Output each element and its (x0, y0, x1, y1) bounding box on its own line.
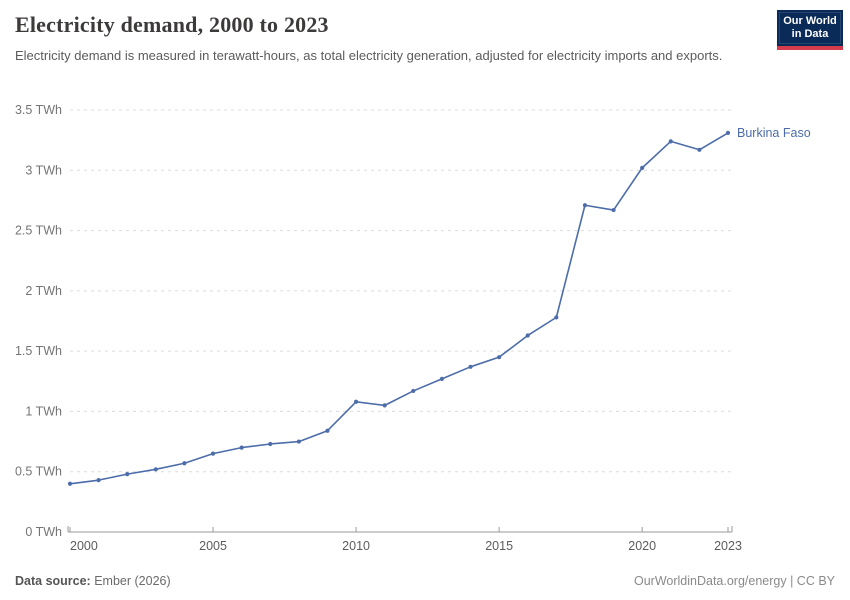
x-tick-label: 2000 (70, 539, 98, 553)
data-point-marker[interactable] (554, 315, 559, 320)
data-point-marker[interactable] (382, 403, 387, 408)
data-point-marker[interactable] (239, 445, 244, 450)
y-tick-label: 0.5 TWh (15, 465, 62, 479)
owid-logo[interactable]: Our World in Data (777, 10, 843, 50)
data-point-marker[interactable] (296, 439, 301, 444)
data-point-marker[interactable] (725, 130, 731, 136)
owid-logo-line1: Our World (783, 14, 837, 27)
data-point-marker[interactable] (268, 441, 273, 447)
data-point-marker[interactable] (668, 139, 673, 144)
data-point-marker[interactable] (182, 461, 187, 466)
data-point-marker[interactable] (353, 399, 359, 404)
x-tick-label: 2005 (199, 539, 227, 553)
y-tick-label: 0 TWh (25, 525, 62, 539)
data-point-marker[interactable] (582, 203, 588, 208)
data-point-marker[interactable] (611, 207, 616, 213)
data-point-marker[interactable] (67, 481, 73, 486)
line-chart[interactable]: 0 TWh 0.5 TWh 1 TWh 1.5 TWh 2 TWh 2.5 TWh 3 TW… (0, 95, 850, 570)
data-point-marker[interactable] (210, 451, 216, 456)
y-tick-label: 2.5 TWh (15, 224, 62, 238)
x-tick-label: 2010 (342, 539, 370, 553)
chart-subtitle: Electricity demand is measured in terawa… (15, 48, 723, 63)
data-point-marker[interactable] (497, 355, 502, 360)
data-point-marker[interactable] (153, 467, 158, 472)
owid-logo-line2: in Data (791, 28, 829, 40)
series-burkina-faso[interactable]: Burkina Faso (67, 126, 811, 486)
data-point-marker[interactable] (439, 376, 445, 381)
series-label[interactable]: Burkina Faso (737, 126, 811, 140)
y-tick-label: 3 TWh (25, 163, 62, 177)
x-tick-label: 2023 (714, 539, 742, 553)
chart-footer: Data source: Ember (2026) OurWorldinData… (0, 574, 850, 588)
title-block: Electricity demand, 2000 to 2023 Electri… (15, 12, 765, 65)
data-point-marker[interactable] (325, 428, 330, 433)
data-source: Data source: Ember (2026) (15, 574, 171, 588)
data-point-marker[interactable] (640, 165, 645, 170)
data-point-marker[interactable] (468, 364, 473, 369)
data-source-label: Data source: (15, 574, 91, 588)
data-point-marker[interactable] (697, 147, 702, 152)
series-line[interactable] (69, 132, 729, 485)
data-source-value: Ember (2026) (90, 574, 171, 588)
x-tick-label: 2020 (628, 539, 656, 553)
data-point-marker[interactable] (125, 472, 130, 477)
page-title: Electricity demand, 2000 to 2023 (15, 12, 329, 37)
attribution-link[interactable]: OurWorldinData.org/energy | CC BY (633, 574, 835, 588)
y-tick-label: 1.5 TWh (15, 344, 62, 358)
y-tick-label: 3.5 TWh (15, 103, 62, 117)
x-tick-label: 2015 (485, 539, 513, 553)
data-point-marker[interactable] (411, 388, 416, 394)
y-tick-label: 1 TWh (25, 404, 62, 418)
gridlines: 0 TWh 0.5 TWh 1 TWh 1.5 TWh 2 TWh 2.5 TWh 3 TW… (15, 103, 732, 539)
data-point-marker[interactable] (96, 478, 101, 483)
y-tick-label: 2 TWh (25, 284, 62, 298)
data-point-marker[interactable] (525, 333, 530, 338)
x-axis: 2000 2005 2010 2015 2020 2023 (67, 526, 742, 553)
